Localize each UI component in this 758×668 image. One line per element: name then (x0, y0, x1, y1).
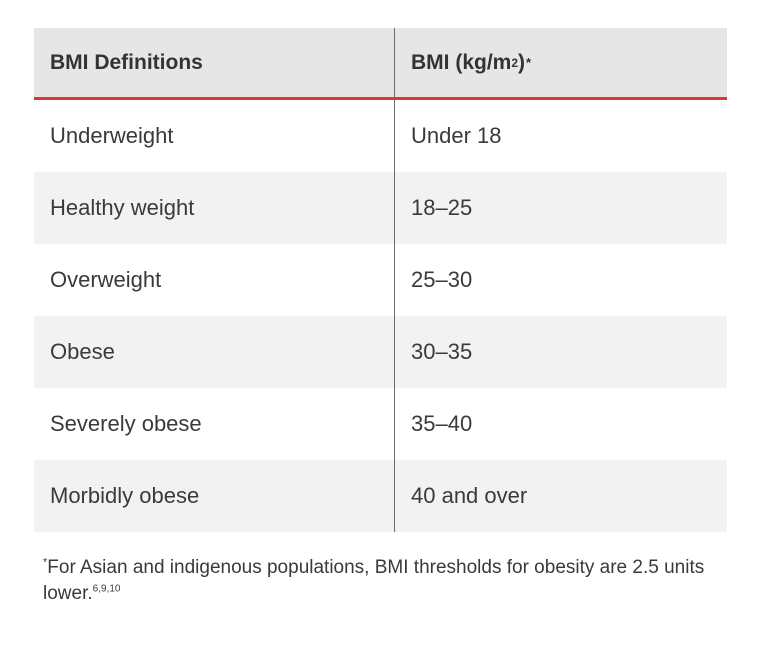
bmi-table: BMI Definitions BMI (kg/m 2) * Underweight… (34, 28, 727, 532)
row-bmi: 25–30 (394, 244, 727, 316)
header-bmi-suffix: ) (518, 50, 526, 74)
table-header-row: BMI Definitions BMI (kg/m 2) * (34, 28, 727, 100)
header-bmi-definitions: BMI Definitions (50, 50, 203, 74)
row-definition: Healthy weight (50, 195, 195, 220)
footnote: *For Asian and indigenous populations, B… (43, 555, 723, 607)
footnote-references: 6,9,10 (92, 583, 121, 595)
row-definition: Severely obese (50, 411, 202, 436)
table-row: Underweight Under 18 (34, 100, 727, 172)
row-definition: Morbidly obese (50, 483, 200, 508)
header-bmi-value: BMI (kg/m 2) * (394, 28, 727, 97)
table-row: Overweight 25–30 (34, 244, 727, 316)
row-definition: Overweight (50, 267, 162, 292)
table-row: Severely obese 35–40 (34, 388, 727, 460)
row-definition: Underweight (50, 123, 174, 148)
table-row: Obese 30–35 (34, 316, 727, 388)
row-bmi: 40 and over (394, 460, 727, 532)
footnote-marker: * (43, 556, 48, 569)
row-bmi: 30–35 (394, 316, 727, 388)
header-bmi-prefix: BMI (kg/m (411, 50, 512, 74)
table-row: Healthy weight 18–25 (34, 172, 727, 244)
row-bmi: 18–25 (394, 172, 727, 244)
row-definition: Obese (50, 339, 115, 364)
row-bmi: Under 18 (394, 100, 727, 172)
footnote-text: For Asian and indigenous populations, BM… (43, 557, 705, 604)
table-row: Morbidly obese 40 and over (34, 460, 727, 532)
row-bmi: 35–40 (394, 388, 727, 460)
